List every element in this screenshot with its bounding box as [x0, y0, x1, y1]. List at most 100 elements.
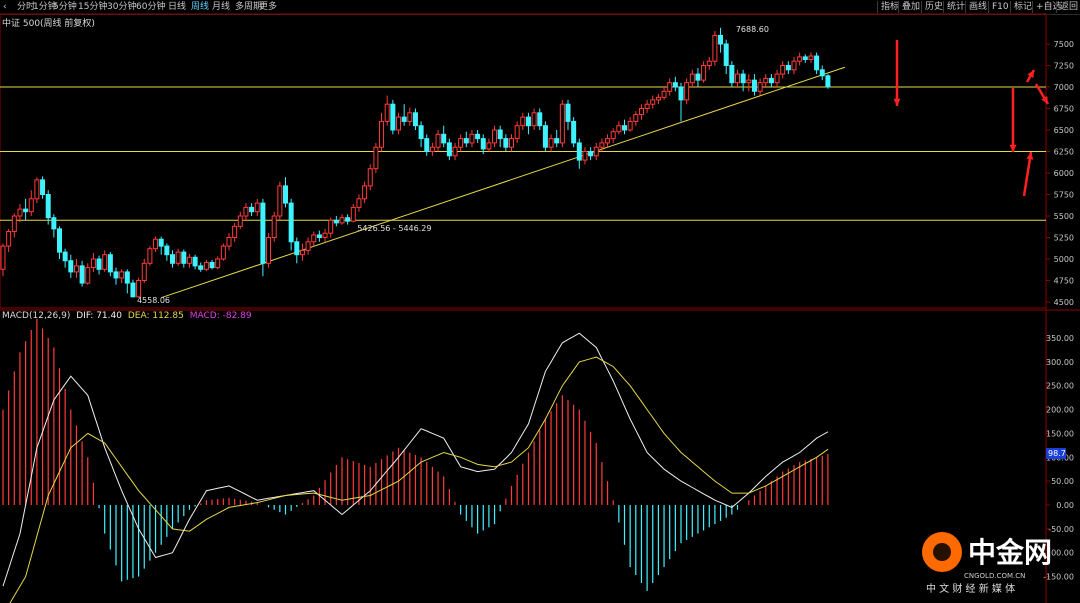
tab-monthly[interactable]: 月线	[212, 2, 231, 12]
tab-30min[interactable]: 30分钟	[107, 2, 137, 12]
candle	[11, 213, 17, 238]
candle	[446, 138, 452, 161]
candle-body	[102, 254, 108, 270]
price-tick-label: 6500	[1054, 126, 1074, 135]
candle	[294, 237, 300, 264]
candle-body	[333, 219, 339, 224]
tab-daily[interactable]: 日线	[168, 2, 187, 12]
candle-body	[475, 133, 481, 140]
candle-body	[605, 138, 611, 144]
candle-body	[565, 103, 571, 122]
candle-body	[254, 202, 260, 213]
candle-body	[124, 271, 130, 284]
macd-panel: -150.00-100.00-50.000.0050.00100.00150.0…	[2, 318, 1074, 603]
candle	[729, 61, 735, 87]
candle	[650, 95, 656, 109]
candle-body	[644, 103, 650, 109]
dea-line	[9, 356, 829, 603]
candle	[480, 134, 486, 155]
macd-tick-label: -100.00	[1043, 549, 1074, 558]
btn-stats[interactable]: 统计	[943, 1, 968, 13]
candle	[215, 256, 221, 270]
tab-multi[interactable]: 多周期	[235, 2, 263, 12]
candle	[34, 177, 40, 204]
btn-back[interactable]: 返回	[1056, 1, 1080, 13]
candle	[373, 142, 379, 173]
candle-body	[486, 142, 492, 150]
candle-body	[627, 120, 633, 131]
candle	[497, 125, 503, 148]
candle	[751, 74, 757, 96]
candle	[186, 253, 192, 268]
candle-body	[79, 265, 85, 284]
candle-body	[588, 151, 594, 157]
candle	[288, 198, 294, 251]
tab-fenshi[interactable]: 分时	[17, 2, 36, 12]
cngold-logo-graphic: 中金网 CNGOLD.COM.CN 中 文 财 经 新 媒 体	[922, 532, 1052, 595]
candle-body	[147, 248, 153, 264]
candle	[175, 248, 181, 266]
price-tick-label: 7500	[1054, 40, 1074, 49]
macd-tick-label: 350.00	[1046, 334, 1074, 343]
candle-body	[763, 77, 769, 84]
candle	[655, 93, 661, 105]
candle	[542, 121, 548, 152]
tab-more[interactable]: 更多	[259, 2, 278, 12]
candle	[339, 214, 345, 225]
candle	[379, 112, 385, 152]
candle	[283, 177, 288, 208]
tab-5min[interactable]: 5分钟	[53, 2, 77, 12]
candle	[401, 104, 407, 126]
candle	[328, 217, 334, 238]
candle-body	[689, 73, 695, 84]
candle	[57, 226, 62, 259]
candle	[757, 78, 763, 96]
candle-body	[418, 125, 424, 140]
candle-body	[305, 241, 311, 251]
candle-body	[825, 75, 831, 88]
candle-body	[407, 112, 413, 122]
btn-history[interactable]: 历史	[921, 1, 946, 13]
candle	[390, 99, 396, 135]
candle	[463, 131, 469, 148]
tab-60min[interactable]: 60分钟	[136, 2, 166, 12]
tab-15min[interactable]: 15分钟	[78, 2, 108, 12]
candle-body	[373, 146, 379, 170]
candle-body	[226, 237, 232, 247]
back-arrow-icon[interactable]: ‹	[3, 2, 7, 12]
btn-f10[interactable]: F10	[988, 1, 1012, 13]
candle	[441, 125, 447, 148]
candle	[458, 134, 464, 152]
macd-tick-label: 50.00	[1051, 477, 1074, 486]
candle	[68, 254, 74, 278]
candle	[73, 259, 79, 278]
price-panel: 4500 4750 5000 5250 5500 5750 6000 6250 6500 6750…	[0, 13, 1080, 603]
btn-overlay[interactable]: 叠加	[898, 1, 923, 13]
up-arrow-annotation	[1025, 69, 1036, 83]
candle	[763, 74, 769, 87]
candle	[333, 216, 339, 227]
candle-body	[819, 69, 825, 77]
candle-body	[542, 125, 548, 148]
candle	[661, 87, 667, 100]
candle	[119, 269, 125, 284]
candle-body	[23, 208, 29, 213]
btn-draw[interactable]: 画线	[965, 1, 990, 13]
candle	[520, 112, 526, 130]
btn-mark[interactable]: 标记	[1010, 1, 1035, 13]
tab-weekly[interactable]: 周线	[191, 2, 210, 12]
candle	[51, 214, 57, 238]
candle-body	[802, 56, 808, 60]
candle	[701, 61, 707, 83]
candle	[571, 117, 577, 148]
candle	[243, 203, 249, 221]
btn-indicator[interactable]: 指标	[877, 1, 902, 13]
price-tick-label: 5000	[1054, 255, 1074, 264]
tab-1min[interactable]: 1分钟	[33, 2, 57, 12]
candle-body	[706, 60, 712, 67]
candle-body	[638, 108, 644, 116]
candle-body	[288, 202, 294, 243]
btn-watchlist[interactable]: +自选	[1032, 1, 1065, 13]
price-tick-label: 4500	[1054, 298, 1074, 307]
